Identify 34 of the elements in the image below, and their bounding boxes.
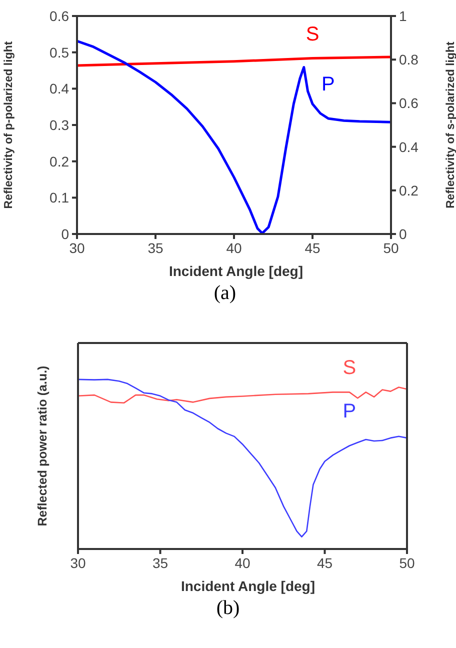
- x-tick-label: 40: [234, 554, 250, 571]
- series-label: P: [342, 400, 356, 423]
- y-tick-label: 0: [61, 226, 70, 242]
- y2-tick-label: 0.2: [399, 182, 419, 198]
- series-label: S: [306, 23, 320, 46]
- series-label: S: [342, 357, 356, 380]
- x-axis-title: Incident Angle [deg]: [180, 577, 316, 595]
- y-tick-label: 0.1: [50, 190, 70, 206]
- x-tick-label: 35: [148, 240, 164, 256]
- y-axis-title: Reflected power ratio (a.u.): [35, 366, 50, 526]
- y-tick-label: 0.6: [50, 8, 70, 24]
- y2-tick-label: 1: [399, 8, 407, 24]
- text: (a): [212, 281, 238, 306]
- line-series: [77, 56, 391, 67]
- y2-tick-label: 0.6: [399, 95, 419, 112]
- x-axis-title: Incident Angle [deg]: [168, 262, 304, 280]
- x-tick-label: 30: [69, 240, 85, 256]
- y-tick-label: 0.3: [50, 116, 70, 133]
- y-tick-label: 0.2: [50, 153, 70, 170]
- y-tick-label: 0.5: [50, 44, 70, 60]
- x-tick-label: 45: [304, 240, 320, 256]
- text: (b): [215, 596, 241, 621]
- x-tick-label: 30: [70, 554, 86, 571]
- x-tick-label: 35: [152, 554, 168, 571]
- x-tick-label: 45: [316, 554, 333, 571]
- x-tick-label: 40: [226, 240, 242, 256]
- series-label: P: [322, 73, 335, 96]
- y-axis-title: Reflectivity of p-polarized light: [3, 41, 16, 209]
- x-tick-label: 50: [399, 554, 415, 571]
- y2-tick-label: 0.8: [399, 52, 419, 68]
- y2-tick-label: 0.4: [399, 138, 419, 155]
- y2-tick-label: 0: [399, 226, 407, 242]
- x-tick-label: 50: [383, 240, 399, 256]
- y-tick-label: 0.4: [50, 80, 70, 97]
